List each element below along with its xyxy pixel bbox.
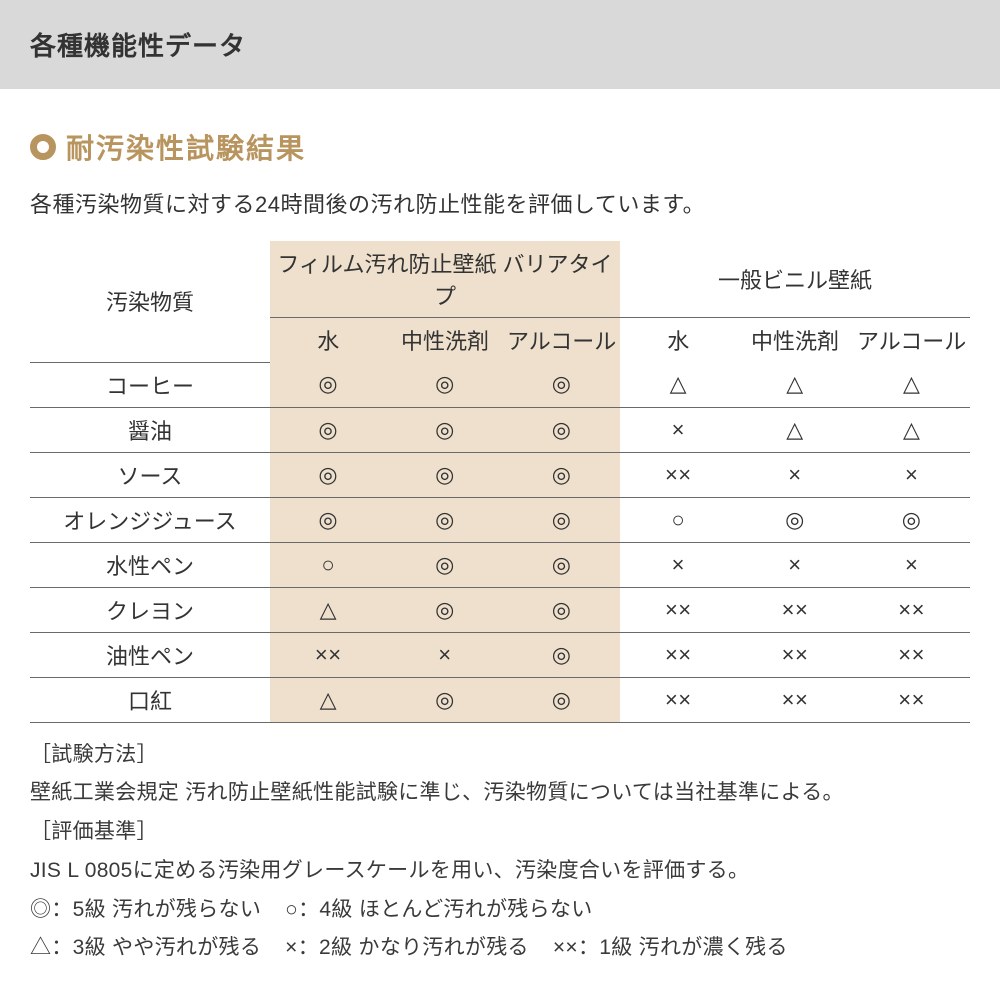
legend-item: ◎：5級 汚れが残らない <box>30 892 261 929</box>
result-cell: ×× <box>620 587 737 632</box>
result-cell: △ <box>737 362 854 407</box>
result-cell: × <box>387 632 504 677</box>
result-cell: ◎ <box>503 362 620 407</box>
result-cell: △ <box>737 407 854 452</box>
row-label: コーヒー <box>30 362 270 407</box>
row-label: 油性ペン <box>30 632 270 677</box>
column-group-b: 一般ビニル壁紙 <box>620 241 970 318</box>
result-cell: △ <box>270 587 387 632</box>
result-cell: ◎ <box>503 542 620 587</box>
result-cell: △ <box>620 362 737 407</box>
agent-header: アルコール <box>503 318 620 363</box>
legend-item: ××：1級 汚れが濃く残る <box>553 930 788 967</box>
legend-item: ×：2級 かなり汚れが残る <box>285 930 529 967</box>
result-cell: ×× <box>737 632 854 677</box>
result-cell: ◎ <box>387 497 504 542</box>
row-label: 口紅 <box>30 677 270 722</box>
table-row: 油性ペン×××◎×××××× <box>30 632 970 677</box>
result-cell: ◎ <box>270 497 387 542</box>
page-title: 各種機能性データ <box>30 26 970 63</box>
legend-item: ○：4級 ほとんど汚れが残らない <box>285 892 592 929</box>
result-cell: ◎ <box>387 362 504 407</box>
result-cell: ×× <box>270 632 387 677</box>
result-cell: ○ <box>620 497 737 542</box>
result-cell: △ <box>853 362 970 407</box>
row-label: 水性ペン <box>30 542 270 587</box>
table-row: クレヨン△◎◎×××××× <box>30 587 970 632</box>
result-cell: ×× <box>737 587 854 632</box>
result-cell: ◎ <box>387 542 504 587</box>
row-label: クレヨン <box>30 587 270 632</box>
result-cell: × <box>853 452 970 497</box>
result-cell: △ <box>853 407 970 452</box>
ring-bullet-icon <box>30 134 56 160</box>
table-row: オレンジジュース◎◎◎○◎◎ <box>30 497 970 542</box>
table-body: コーヒー◎◎◎△△△醤油◎◎◎×△△ソース◎◎◎××××オレンジジュース◎◎◎○… <box>30 362 970 722</box>
agent-header: 中性洗剤 <box>737 318 854 363</box>
row-label: 醤油 <box>30 407 270 452</box>
result-cell: ◎ <box>853 497 970 542</box>
agent-header: アルコール <box>853 318 970 363</box>
result-cell: ×× <box>620 677 737 722</box>
result-cell: ◎ <box>387 587 504 632</box>
result-cell: ◎ <box>270 452 387 497</box>
section-heading: 耐汚染性試験結果 <box>30 127 970 167</box>
results-table: 汚染物質 フィルム汚れ防止壁紙 バリアタイプ 一般ビニル壁紙 水 中性洗剤 アル… <box>30 241 970 723</box>
content-area: 耐汚染性試験結果 各種汚染物質に対する24時間後の汚れ防止性能を評価しています。… <box>0 89 1000 967</box>
agent-header: 水 <box>620 318 737 363</box>
result-cell: ×× <box>853 587 970 632</box>
result-cell: ×× <box>853 677 970 722</box>
footnotes: ［試験方法］ 壁紙工業会規定 汚れ防止壁紙性能試験に準じ、汚染物質については当社… <box>30 737 970 968</box>
agent-header: 中性洗剤 <box>387 318 504 363</box>
column-group-a: フィルム汚れ防止壁紙 バリアタイプ <box>270 241 620 318</box>
legend-line-2: △：3級 やや汚れが残る ×：2級 かなり汚れが残る ××：1級 汚れが濃く残る <box>30 930 970 967</box>
legend-item: △：3級 やや汚れが残る <box>30 930 261 967</box>
result-cell: ◎ <box>387 452 504 497</box>
row-label: ソース <box>30 452 270 497</box>
section-heading-text: 耐汚染性試験結果 <box>66 127 306 167</box>
result-cell: ◎ <box>387 407 504 452</box>
result-cell: ◎ <box>737 497 854 542</box>
result-cell: ◎ <box>270 362 387 407</box>
method-text: 壁紙工業会規定 汚れ防止壁紙性能試験に準じ、汚染物質については当社基準による。 <box>30 775 970 812</box>
section-description: 各種汚染物質に対する24時間後の汚れ防止性能を評価しています。 <box>30 187 970 219</box>
result-cell: ◎ <box>503 452 620 497</box>
result-cell: × <box>620 542 737 587</box>
result-cell: × <box>853 542 970 587</box>
legend-line-1: ◎：5級 汚れが残らない ○：4級 ほとんど汚れが残らない <box>30 892 970 929</box>
result-cell: ◎ <box>503 497 620 542</box>
table-group-header-row: 汚染物質 フィルム汚れ防止壁紙 バリアタイプ 一般ビニル壁紙 <box>30 241 970 318</box>
agent-header: 水 <box>270 318 387 363</box>
result-cell: ×× <box>737 677 854 722</box>
page-header: 各種機能性データ <box>0 0 1000 89</box>
result-cell: ◎ <box>387 677 504 722</box>
result-cell: × <box>620 407 737 452</box>
table-row: コーヒー◎◎◎△△△ <box>30 362 970 407</box>
result-cell: × <box>737 542 854 587</box>
result-cell: ◎ <box>270 407 387 452</box>
result-cell: △ <box>270 677 387 722</box>
result-cell: ○ <box>270 542 387 587</box>
table-row: 水性ペン○◎◎××× <box>30 542 970 587</box>
table-row: 口紅△◎◎×××××× <box>30 677 970 722</box>
method-label: ［試験方法］ <box>30 737 970 774</box>
row-header-label: 汚染物質 <box>30 241 270 362</box>
results-table-wrap: 汚染物質 フィルム汚れ防止壁紙 バリアタイプ 一般ビニル壁紙 水 中性洗剤 アル… <box>30 241 970 723</box>
result-cell: ×× <box>620 632 737 677</box>
result-cell: × <box>737 452 854 497</box>
result-cell: ◎ <box>503 677 620 722</box>
result-cell: ×× <box>620 452 737 497</box>
table-row: ソース◎◎◎×××× <box>30 452 970 497</box>
row-label: オレンジジュース <box>30 497 270 542</box>
result-cell: ◎ <box>503 587 620 632</box>
table-row: 醤油◎◎◎×△△ <box>30 407 970 452</box>
result-cell: ×× <box>853 632 970 677</box>
criteria-text: JIS L 0805に定める汚染用グレースケールを用い、汚染度合いを評価する。 <box>30 853 970 890</box>
result-cell: ◎ <box>503 632 620 677</box>
result-cell: ◎ <box>503 407 620 452</box>
criteria-label: ［評価基準］ <box>30 814 970 851</box>
